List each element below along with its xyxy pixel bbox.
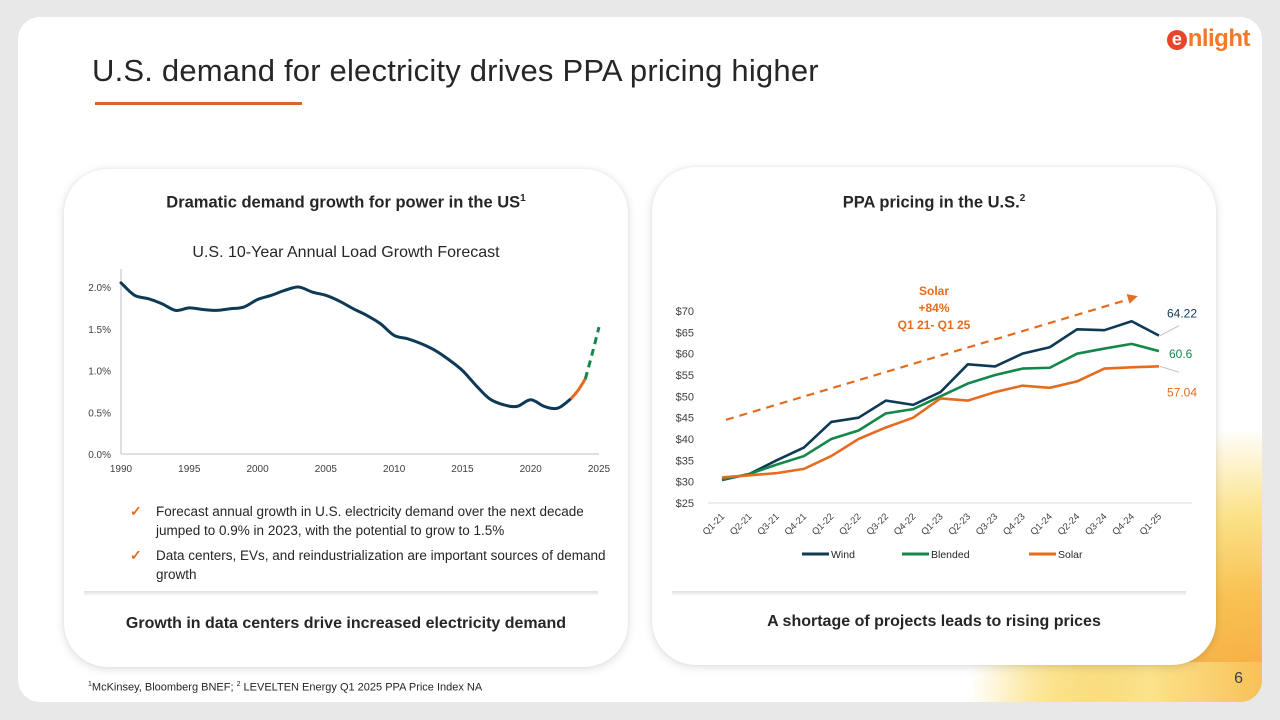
ppa-card-footer: A shortage of projects leads to rising p…	[767, 613, 1101, 630]
demand-bullets: ✓ Forecast annual growth in U.S. electri…	[130, 502, 610, 590]
series-line-solar	[721, 364, 1160, 479]
decorative-glow-bottom	[998, 662, 1262, 702]
y-tick-label: $65	[676, 327, 694, 339]
logo-text: nlight	[1187, 25, 1251, 52]
series-line-historical	[119, 281, 574, 411]
x-tick-label: Q4-24	[1110, 511, 1136, 537]
y-tick-label: 1.0%	[88, 367, 111, 378]
x-tick-label: Q3-23	[974, 511, 1000, 537]
x-tick-label: Q1-23	[919, 511, 945, 537]
check-icon: ✓	[130, 503, 142, 519]
series-line-potential	[583, 326, 601, 380]
x-tick-label: 2025	[588, 464, 611, 475]
y-tick-label: 2.0%	[88, 283, 111, 294]
legend-label-wind: Wind	[831, 549, 855, 561]
y-tick-label: $40	[676, 434, 694, 446]
load-growth-chart-title: U.S. 10-Year Annual Load Growth Forecast	[192, 244, 500, 261]
x-tick-label: Q1-21	[701, 511, 727, 537]
y-tick-label: 0.0%	[88, 450, 111, 461]
footnote-text: LEVELTEN Energy Q1 2025 PPA Price Index …	[240, 681, 483, 694]
data-label-leader	[1159, 365, 1180, 373]
footnote-sup: 2	[236, 681, 241, 688]
x-tick-label: 1995	[178, 464, 201, 475]
y-tick-label: $60	[676, 349, 694, 361]
y-tick-label: 1.5%	[88, 325, 111, 336]
logo-e-icon: e	[1166, 30, 1187, 50]
x-tick-label: Q4-22	[892, 511, 918, 537]
demand-growth-card: Dramatic demand growth for power in the …	[64, 169, 628, 667]
footnote-text: McKinsey, Bloomberg BNEF;	[91, 681, 237, 694]
x-tick-label: Q3-24	[1083, 511, 1109, 537]
solar-growth-annotation: Q1 21- Q1 25	[898, 318, 971, 332]
series-line-wind	[721, 319, 1160, 482]
x-tick-label: Q3-21	[755, 511, 781, 537]
end-value-label-blended: 60.6	[1169, 347, 1193, 361]
end-value-label-solar: 57.04	[1167, 385, 1197, 399]
card-divider	[672, 591, 1186, 595]
solar-growth-annotation: +84%	[918, 301, 949, 315]
x-tick-label: Q2-22	[837, 511, 863, 537]
x-tick-label: Q3-22	[865, 511, 891, 537]
x-tick-label: 2005	[315, 464, 338, 475]
series-line-2023-forecast	[570, 377, 587, 400]
ppa-pricing-card: PPA pricing in the U.S.2 $25 $30 $35 $40 $45…	[652, 167, 1216, 665]
ppa-card-title-text: PPA pricing in the U.S.	[842, 193, 1020, 212]
y-tick-label: $25	[676, 498, 694, 510]
x-tick-label: Q4-23	[1001, 511, 1027, 537]
x-tick-label: 2020	[520, 464, 543, 475]
load-growth-chart: 0.0% 0.5% 1.0% 1.5% 2.0% 1990 1995 2000 2005 2010…	[88, 269, 611, 475]
y-tick-label: $45	[676, 413, 694, 425]
page-title: U.S. demand for electricity drives PPA p…	[92, 53, 819, 88]
x-tick-label: 2015	[451, 464, 474, 475]
bullet-text: Data centers, EVs, and reindustrializati…	[156, 548, 606, 582]
footnote: 1McKinsey, Bloomberg BNEF; 2 LEVELTEN En…	[88, 681, 482, 694]
legend-label-blended: Blended	[931, 549, 970, 561]
trend-arrow-line	[725, 298, 1131, 421]
title-underline	[95, 102, 302, 105]
y-tick-label: $35	[676, 455, 694, 467]
x-tick-label: Q1-24	[1028, 511, 1054, 537]
demand-card-footer: Growth in data centers drive increased e…	[125, 615, 567, 632]
series-line-blended	[721, 342, 1160, 481]
x-tick-label: 1990	[110, 464, 133, 475]
footnote-ref-1: 1	[520, 193, 526, 204]
trend-arrowhead-icon	[1126, 294, 1138, 304]
page-number: 6	[1234, 670, 1243, 687]
footnote-ref-2: 2	[1019, 193, 1026, 204]
ppa-pricing-chart: $25 $30 $35 $40 $45 $50 $55 $60 $65 $70 Q1-21 Q2-21…	[676, 284, 1198, 561]
end-value-label-wind: 64.22	[1167, 307, 1197, 321]
demand-card-title-text: Dramatic demand growth for power in the …	[166, 193, 521, 212]
enlight-logo: e nlight	[1166, 25, 1251, 53]
x-tick-label: 2010	[383, 464, 406, 475]
bullet-text: Forecast annual growth in U.S. electrici…	[156, 504, 584, 538]
x-tick-label: 2000	[246, 464, 269, 475]
slide: U.S. demand for electricity drives PPA p…	[18, 17, 1262, 702]
footnote-sup: 1	[88, 681, 92, 688]
y-tick-label: $70	[676, 306, 694, 318]
bullet-item: ✓ Data centers, EVs, and reindustrializa…	[130, 546, 610, 584]
bullet-item: ✓ Forecast annual growth in U.S. electri…	[130, 502, 610, 540]
card-divider	[84, 591, 598, 595]
x-tick-label: Q4-21	[783, 511, 809, 537]
y-tick-label: $55	[676, 370, 694, 382]
ppa-card-title: PPA pricing in the U.S.2	[652, 193, 1216, 213]
demand-card-title: Dramatic demand growth for power in the …	[64, 193, 628, 213]
data-label-leader	[1159, 325, 1180, 337]
x-tick-label: Q2-23	[946, 511, 972, 537]
check-icon: ✓	[130, 547, 142, 563]
x-tick-label: Q1-22	[810, 511, 836, 537]
solar-growth-annotation: Solar	[919, 284, 949, 298]
legend-label-solar: Solar	[1058, 549, 1083, 561]
y-tick-label: $30	[676, 477, 694, 489]
y-tick-label: 0.5%	[88, 408, 111, 419]
x-tick-label: Q2-21	[728, 511, 754, 537]
y-tick-label: $50	[676, 391, 694, 403]
x-tick-label: Q1-25	[1138, 511, 1164, 537]
x-tick-label: Q2-24	[1056, 511, 1082, 537]
